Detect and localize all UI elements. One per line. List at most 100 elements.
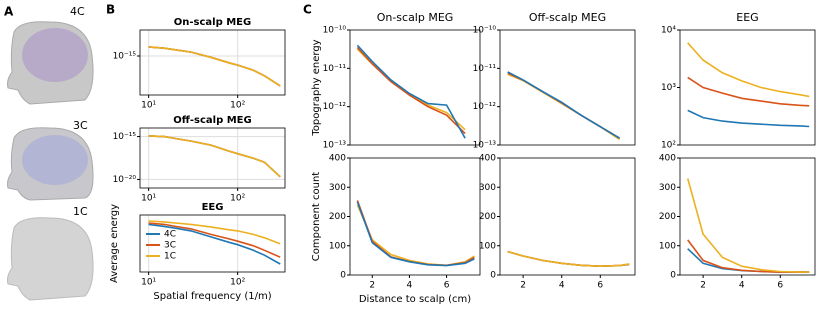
series-line [148, 46, 281, 87]
y-tick-label: 10⁻¹² [323, 102, 347, 112]
series-line [686, 178, 810, 273]
y-tick-label: 10⁻¹⁰ [323, 26, 347, 36]
series-line [148, 135, 281, 178]
y-tick-label: 400 [329, 154, 346, 164]
panel-label: C [303, 3, 312, 17]
x-tick-label: 2 [700, 281, 706, 291]
plot-frame [679, 157, 816, 276]
y-tick-label: 10⁴ [661, 26, 676, 36]
plot-frame [499, 29, 636, 146]
y-tick-label: 10⁻¹¹ [323, 64, 347, 74]
y-tick-label: 200 [329, 212, 346, 222]
y-tick-label: 10⁻¹¹ [473, 64, 497, 74]
panel-label: B [106, 3, 115, 17]
y-tick-label: 10⁻¹³ [473, 141, 497, 151]
plot-frame [139, 214, 286, 273]
y-axis-label: Component count [311, 172, 322, 262]
chart-title: Off-scalp MEG [173, 115, 251, 126]
series-line [507, 73, 621, 141]
series-line [507, 71, 621, 139]
chart-title: Off-scalp MEG [529, 11, 606, 24]
x-tick-label: 6 [444, 281, 450, 291]
y-tick-label: 0 [340, 271, 346, 281]
x-tick-label: 6 [597, 281, 603, 291]
x-tick-label: 10¹ [141, 194, 156, 204]
y-tick-label: 10⁻¹⁵ [113, 52, 137, 62]
chart-title: On-scalp MEG [174, 17, 251, 28]
plot-frame [499, 157, 636, 276]
series-line [687, 109, 810, 128]
legend-label: 4C [164, 230, 176, 240]
series-line [356, 46, 466, 135]
y-tick-label: 400 [659, 154, 676, 164]
y-tick-label: 300 [479, 183, 496, 193]
y-tick-label: 10⁻¹² [473, 102, 497, 112]
x-tick-label: 6 [777, 281, 783, 291]
series-line [687, 248, 810, 273]
y-tick-label: 300 [659, 183, 676, 193]
y-tick-label: 100 [659, 241, 676, 251]
plot-frame [349, 157, 481, 276]
y-tick-label: 10⁻¹³ [323, 141, 347, 151]
y-tick-label: 10⁻²⁰ [113, 175, 137, 185]
x-tick-label: 10¹ [141, 101, 156, 111]
series-line [148, 223, 281, 265]
head-models [7, 21, 94, 301]
brain [22, 135, 88, 185]
legend-label: 1C [164, 252, 176, 262]
series-line [356, 44, 466, 139]
x-tick-label: 10¹ [141, 278, 156, 288]
series-line [356, 200, 475, 267]
x-axis-label: Spatial frequency (1/m) [153, 291, 271, 302]
head-label: 3C [73, 119, 88, 132]
series-line [148, 220, 281, 245]
head-label: 4C [70, 5, 85, 18]
series-line [356, 204, 475, 267]
plot-frame [139, 127, 286, 189]
y-tick-label: 200 [659, 212, 676, 222]
x-tick-label: 4 [407, 281, 413, 291]
series-line [148, 135, 281, 178]
head [7, 217, 94, 301]
x-axis-label: Distance to scalp (cm) [359, 294, 471, 305]
x-tick-label: 4 [739, 281, 745, 291]
plot-frame [139, 29, 286, 96]
y-tick-label: 400 [479, 154, 496, 164]
series-line [687, 42, 810, 98]
x-tick-label: 2 [369, 281, 375, 291]
chart-title: EEG [736, 11, 758, 24]
y-tick-label: 10³ [661, 83, 676, 93]
chart-title: EEG [202, 202, 224, 213]
y-tick-label: 200 [479, 212, 496, 222]
plot-frame [679, 29, 816, 146]
plot-frame [349, 29, 481, 146]
panel-label: A [4, 5, 14, 19]
series-line [356, 201, 475, 267]
y-axis-label: Average energy [109, 204, 120, 283]
series-line [148, 46, 281, 87]
y-axis-label: Topography energy [311, 39, 322, 136]
x-tick-label: 10² [230, 101, 245, 111]
series-line [148, 135, 281, 178]
series-line [148, 222, 281, 258]
x-tick-label: 10² [230, 278, 245, 288]
series-line [148, 46, 281, 87]
chart-title: On-scalp MEG [377, 11, 454, 24]
y-tick-label: 300 [329, 183, 346, 193]
y-tick-label: 0 [670, 271, 676, 281]
y-tick-label: 100 [479, 241, 496, 251]
series-line [507, 250, 630, 268]
head-label: 1C [73, 205, 88, 218]
y-tick-label: 10² [661, 141, 676, 151]
x-tick-label: 10² [230, 194, 245, 204]
series-line [687, 76, 810, 107]
y-tick-label: 10⁻¹⁵ [113, 132, 137, 142]
brain [22, 28, 88, 82]
y-tick-label: 0 [490, 271, 496, 281]
x-tick-label: 2 [520, 281, 526, 291]
y-tick-label: 10⁻¹⁰ [473, 26, 497, 36]
legend-label: 3C [164, 241, 176, 251]
x-tick-label: 4 [559, 281, 565, 291]
y-tick-label: 100 [329, 241, 346, 251]
